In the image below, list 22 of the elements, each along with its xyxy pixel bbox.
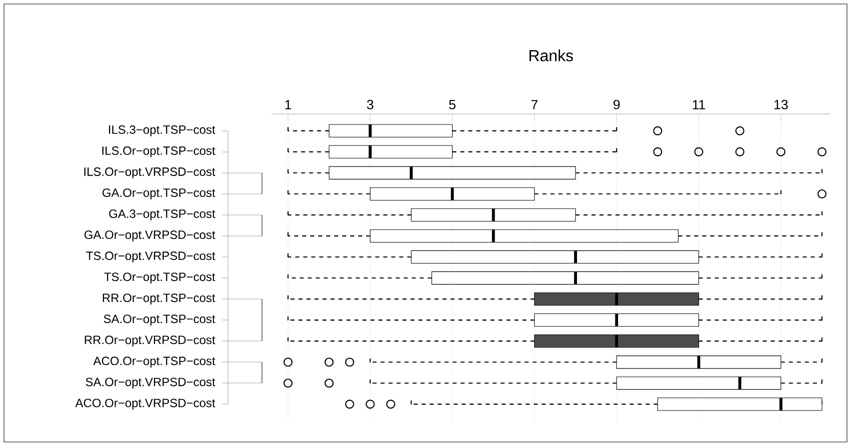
x-tick-label: 5 (449, 100, 456, 110)
y-tick-label: RR.Or−opt.VRPSD−cost (84, 336, 216, 347)
y-tick-label: ILS.Or−opt.VRPSD−cost (84, 167, 216, 178)
y-tick-label: SA.Or−opt.TSP−cost (104, 314, 216, 326)
y-tick-label: GA.3−opt.TSP−cost (109, 209, 216, 220)
chart-title: Ranks (530, 50, 573, 62)
y-tick-label: TS.Or−opt.VRPSD−cost (86, 252, 216, 262)
x-tick-label: 13 (774, 100, 788, 110)
y-tick-label: ILS.Or−opt.TSP−cost (102, 146, 216, 158)
x-tick-label: 11 (692, 100, 706, 110)
y-tick-label: GA.Or−opt.TSP−cost (102, 188, 216, 200)
y-tick-label: ILS.3−opt.TSP−cost (109, 125, 216, 136)
y-tick-label: RR.Or−opt.TSP−cost (102, 294, 216, 304)
y-tick-label: ACO.Or−opt.VRPSD−cost (75, 398, 216, 410)
y-tick-label: ACO.Or−opt.TSP−cost (93, 356, 216, 368)
y-tick-label: SA.Or−opt.VRPSD−cost (86, 378, 216, 389)
x-tick-label: 3 (366, 100, 374, 110)
y-tick-label: TS.Or−opt.TSP−cost (104, 272, 216, 284)
x-tick-label: 1 (285, 100, 292, 110)
x-tick-label: 7 (531, 100, 538, 110)
x-tick-label: 9 (614, 100, 620, 110)
y-tick-label: GA.Or−opt.VRPSD−cost (84, 230, 216, 242)
